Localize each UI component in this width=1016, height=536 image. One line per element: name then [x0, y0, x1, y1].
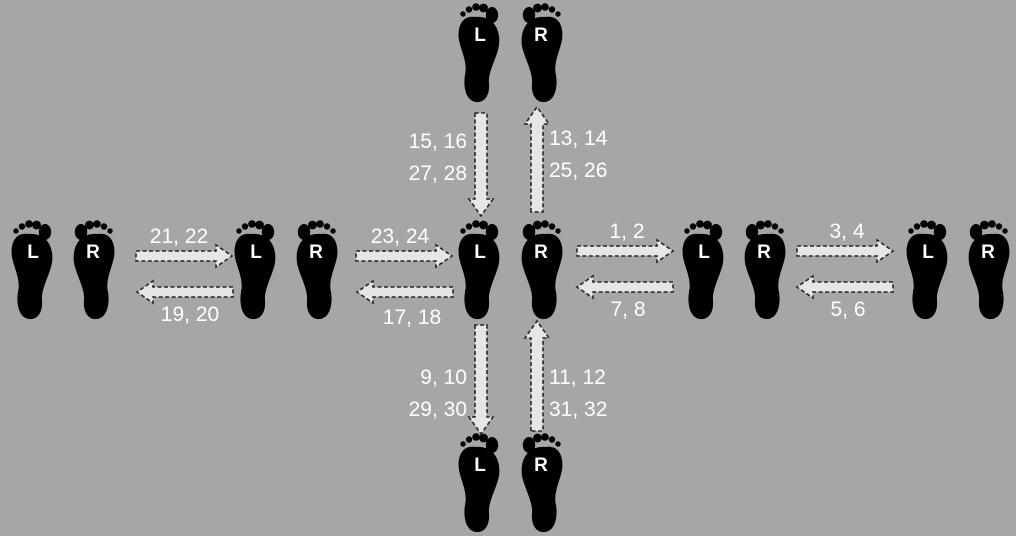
step-label-bottom-to-center-b: 31, 32 [549, 398, 607, 421]
foot-letter-l: L [922, 242, 934, 263]
arrow-left2-to-center [355, 243, 454, 269]
left-foot-center: L [458, 220, 500, 320]
step-label-center-to-top-a: 13, 14 [549, 127, 608, 150]
foot-letter-r: R [309, 242, 323, 263]
foot-letter-r: R [534, 25, 548, 46]
left-foot-bottom: L [458, 433, 500, 533]
arrow-center-to-left2 [355, 279, 454, 305]
right-foot-left-1: R [74, 220, 115, 319]
arrow-right1-to-center [575, 274, 674, 300]
foot-letter-l: L [474, 25, 486, 46]
left-foot-right-2: L [906, 220, 948, 320]
step-label-right1-to-center: 7, 8 [610, 298, 645, 321]
footprint-pair-center: L R [458, 220, 563, 320]
foot-letter-r: R [981, 242, 995, 263]
arrow-bottom-to-center [523, 319, 551, 432]
right-foot-center: R [522, 220, 563, 319]
footprint-pair-top: L R [458, 3, 563, 103]
foot-letter-l: L [474, 455, 486, 476]
step-label-left2-to-left1: 19, 20 [161, 303, 219, 326]
foot-letter-r: R [757, 242, 771, 263]
right-foot-bottom: R [522, 433, 563, 532]
step-label-left1-to-left2: 21, 22 [150, 225, 208, 248]
footprint-pair-left-2: L R [234, 220, 338, 320]
foot-letter-l: L [698, 242, 710, 263]
step-label-right2-to-right1: 5, 6 [830, 298, 865, 321]
step-label-bottom-to-center-a: 11, 12 [549, 366, 606, 389]
arrow-top-to-center [467, 112, 495, 218]
arrow-right2-to-right1 [795, 274, 894, 300]
step-label-top-to-center-a: 15, 16 [409, 130, 467, 153]
foot-letter-r: R [534, 455, 548, 476]
foot-letter-l: L [27, 242, 39, 263]
left-foot-left-2: L [234, 220, 276, 320]
foot-letter-r: R [86, 242, 100, 263]
step-label-center-to-bottom-a: 9, 10 [420, 366, 467, 389]
arrow-right1-to-right2 [796, 238, 895, 264]
footprint-pair-bottom: L R [458, 433, 563, 533]
left-foot-top: L [458, 3, 500, 103]
step-label-center-to-left2: 17, 18 [383, 306, 441, 329]
foot-letter-l: L [250, 242, 262, 263]
arrow-center-to-top [523, 105, 551, 213]
arrow-left1-to-left2 [135, 243, 234, 269]
arrow-left2-to-left1 [135, 279, 234, 305]
step-label-right1-to-right2: 3, 4 [829, 220, 864, 243]
foot-letter-l: L [474, 242, 486, 263]
arrow-center-to-right1 [576, 238, 675, 264]
footprint-pair-right-1: L R [682, 220, 786, 320]
right-foot-top: R [522, 3, 563, 102]
right-foot-left-2: R [297, 220, 338, 319]
right-foot-right-2: R [969, 220, 1010, 319]
step-label-center-to-bottom-b: 29, 30 [409, 398, 467, 421]
footprint-pair-left-1: L R [11, 220, 115, 320]
arrow-center-to-bottom [467, 324, 495, 436]
footprint-pair-right-2: L R [906, 220, 1010, 320]
left-foot-right-1: L [682, 220, 724, 320]
left-foot-left-1: L [11, 220, 53, 320]
right-foot-right-1: R [745, 220, 786, 319]
step-label-top-to-center-b: 27, 28 [409, 162, 467, 185]
step-label-center-to-top-b: 25, 26 [549, 159, 607, 182]
step-label-center-to-right1: 1, 2 [609, 220, 644, 243]
foot-letter-r: R [534, 242, 548, 263]
step-label-left2-to-center: 23, 24 [371, 225, 430, 248]
